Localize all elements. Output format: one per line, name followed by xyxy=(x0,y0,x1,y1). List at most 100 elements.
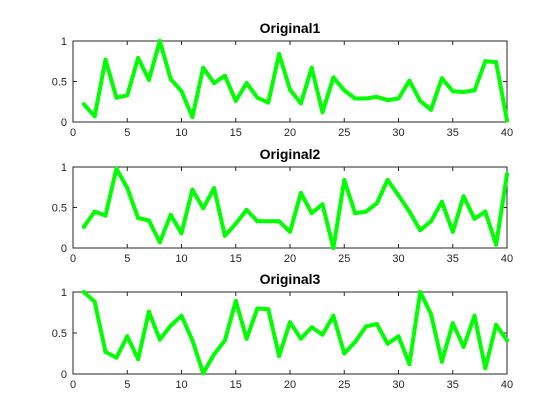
subplot-3-data-point xyxy=(92,299,97,304)
subplot-3-data-point xyxy=(201,371,206,376)
subplot-3-x-tick-label: 35 xyxy=(447,379,459,391)
subplot-1-data-point xyxy=(244,81,249,86)
subplot-3-data-point xyxy=(429,312,433,317)
subplot-1-data-point xyxy=(505,118,509,123)
subplot-2-data-point xyxy=(114,166,119,171)
subplot-3-data-point xyxy=(168,323,173,328)
subplot-2-data-point xyxy=(222,233,227,238)
subplot-3-data-point xyxy=(396,334,401,339)
subplot-2-data-point xyxy=(364,209,368,214)
subplot-2-data-point xyxy=(320,202,325,207)
subplot-1-x-tick-label: 35 xyxy=(447,127,459,139)
subplot-1-data-point xyxy=(320,110,325,115)
subplot-3-points xyxy=(81,290,509,376)
subplot-1-data-point xyxy=(125,93,130,98)
subplot-2-data-point xyxy=(136,216,141,220)
subplot-3-data-point xyxy=(374,322,379,326)
subplot-1-data-point xyxy=(146,77,151,82)
subplot-1-data-point xyxy=(461,90,466,94)
subplot-2-data-point xyxy=(418,228,423,233)
subplot-3: Original3 0 5 10 15 20 25 30 35 40 0 0.5 1 xyxy=(52,271,513,391)
subplot-2-x-tick-label: 40 xyxy=(501,253,513,265)
subplot-2-data-point xyxy=(125,186,130,191)
subplot-3-data-point xyxy=(418,290,423,294)
subplot-3-x-tick-label: 25 xyxy=(338,379,350,391)
subplot-3-data-point xyxy=(439,359,444,364)
subplot-1-data-point xyxy=(309,65,314,70)
subplot-2-data-point xyxy=(103,213,108,218)
subplot-2-x-tick-label: 0 xyxy=(70,253,76,265)
subplot-2-data-point xyxy=(168,212,173,217)
subplot-1-data-point xyxy=(81,102,86,107)
subplot-3-data-point xyxy=(244,336,249,341)
subplot-3-x-tick-label: 20 xyxy=(284,379,296,391)
subplot-2-data-point xyxy=(450,229,455,234)
subplot-1-x-tick-label: 10 xyxy=(175,127,187,139)
subplot-2-data-point xyxy=(472,216,477,221)
subplot-3-data-point xyxy=(266,307,271,312)
subplot-3-x-tick-label: 5 xyxy=(124,379,130,391)
subplot-1-data-point xyxy=(190,115,195,120)
subplot-3-data-point xyxy=(472,313,477,318)
subplot-1-x-tick-label: 30 xyxy=(392,127,404,139)
subplot-1-data-point xyxy=(103,57,108,62)
subplot-3-series-line xyxy=(81,290,509,376)
subplot-3-data-point xyxy=(353,340,358,344)
subplot-2-data-point xyxy=(298,190,303,195)
subplot-2-data-point xyxy=(255,219,260,224)
subplot-2-data-point xyxy=(505,172,509,177)
subplot-3-data-point xyxy=(222,338,227,343)
subplot-2-data-point xyxy=(212,186,217,191)
subplot-3-data-point xyxy=(320,332,325,337)
subplot-3-y-tick-label: 0 xyxy=(61,369,67,381)
subplot-2-series-line xyxy=(81,166,509,250)
subplot-3-data-point xyxy=(179,313,184,318)
subplot-1-data-point xyxy=(439,76,444,81)
subplot-2-data-point xyxy=(233,221,238,226)
subplot-3-data-point xyxy=(364,324,368,329)
subplot-1-data-point xyxy=(298,101,303,106)
subplot-2-data-point xyxy=(353,211,358,216)
subplot-2-data-point xyxy=(494,242,499,247)
subplot-2-data-point xyxy=(190,187,195,192)
subplot-1-ticks: 0 5 10 15 20 25 30 35 40 0 0.5 1 xyxy=(52,36,513,139)
subplot-2-data-point xyxy=(342,178,347,182)
subplot-1-y-tick-label: 0.5 xyxy=(52,77,67,89)
subplot-2-data-point xyxy=(396,193,401,198)
subplot-1-x-tick-label: 5 xyxy=(124,127,130,139)
subplot-1-data-point xyxy=(212,81,217,86)
subplot-1-data-point xyxy=(483,59,488,64)
subplot-3-data-point xyxy=(494,322,499,327)
subplot-1-data-point xyxy=(136,56,141,60)
subplot-1-data-point xyxy=(364,96,368,101)
subplot-1-x-tick-label: 15 xyxy=(230,127,242,139)
subplot-2-x-tick-label: 5 xyxy=(124,253,130,265)
subplot-2-data-point xyxy=(374,201,379,206)
subplot-2-data-point xyxy=(201,206,206,211)
subplot-3-data-point xyxy=(103,349,108,354)
subplot-2-x-tick-label: 15 xyxy=(230,253,242,265)
subplot-3-data-point xyxy=(255,306,260,311)
subplot-1: Original1 0 5 10 15 20 25 30 35 40 0 0.5 1 xyxy=(52,20,513,139)
subplot-2-data-point xyxy=(81,224,86,229)
subplot-3-data-point xyxy=(407,362,412,367)
subplot-3-data-point xyxy=(277,354,282,358)
subplot-1-data-point xyxy=(266,100,271,105)
subplot-2-data-point xyxy=(179,231,184,236)
subplot-3-y-tick-label: 1 xyxy=(61,287,67,299)
subplot-1-data-point xyxy=(331,75,336,80)
subplot-2-data-point xyxy=(309,211,314,216)
subplot-1-data-point xyxy=(157,39,162,43)
subplot-3-data-point xyxy=(157,337,162,342)
subplot-2-data-point xyxy=(92,209,97,214)
subplot-3-data-point xyxy=(505,338,509,343)
subplot-1-y-tick-label: 1 xyxy=(61,36,67,48)
subplot-2: Original2 0 5 10 15 20 25 30 35 40 0 0.5 1 xyxy=(52,146,513,265)
subplot-1-data-point xyxy=(450,89,455,94)
subplot-1-data-point xyxy=(407,78,412,83)
subplot-2-data-point xyxy=(407,209,412,214)
subplot-2-x-tick-label: 25 xyxy=(338,253,350,265)
subplot-1-data-point xyxy=(288,87,292,92)
subplot-1-x-tick-label: 0 xyxy=(70,127,76,139)
subplot-1-data-point xyxy=(429,107,433,112)
